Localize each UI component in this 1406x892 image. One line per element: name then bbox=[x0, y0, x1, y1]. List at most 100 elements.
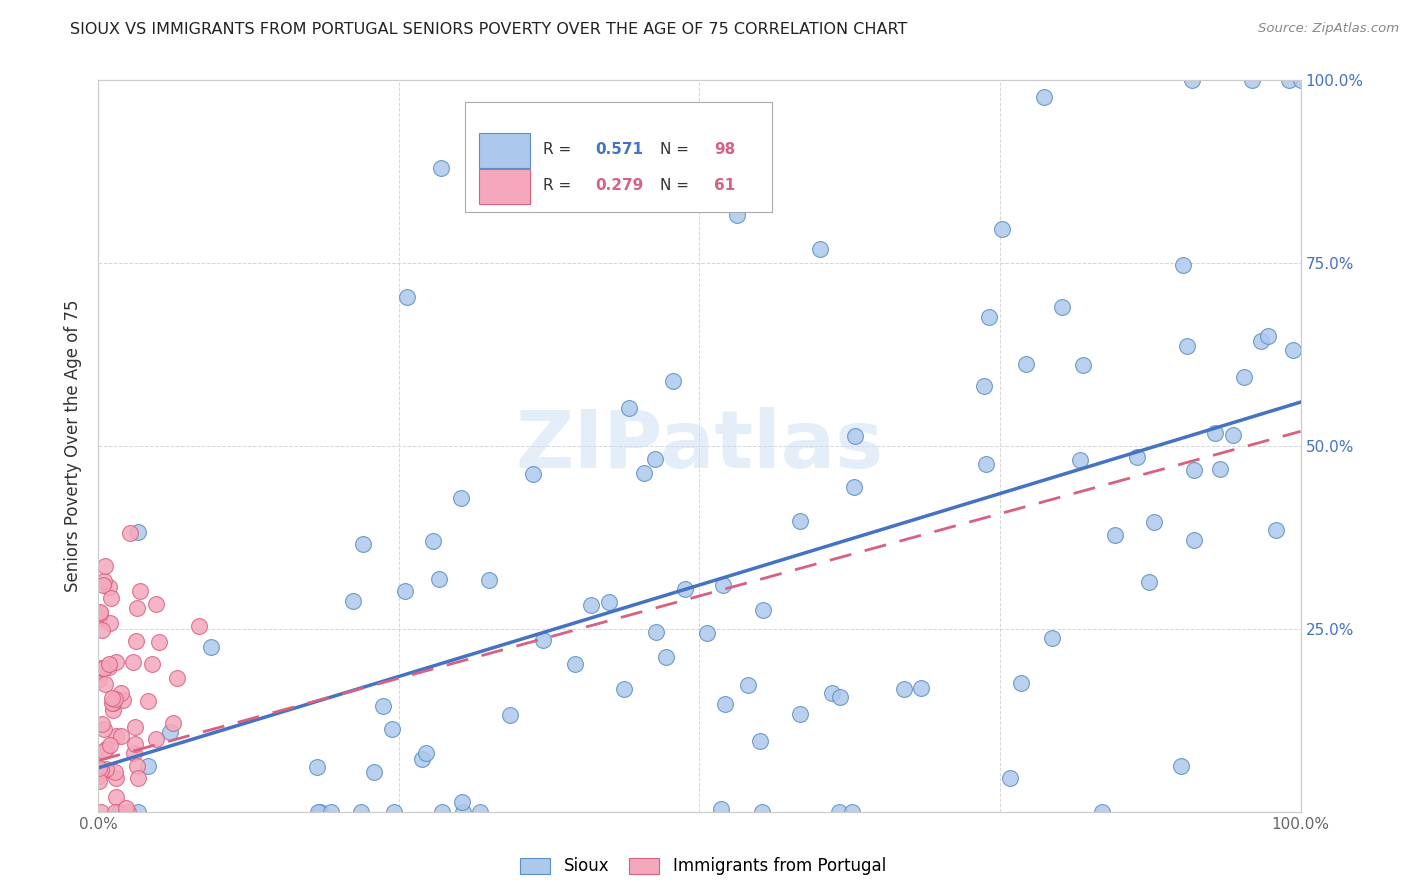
Point bbox=[1137, 574, 1160, 589]
Point bbox=[93, 677, 115, 691]
Point bbox=[977, 310, 1000, 324]
Text: SIOUX VS IMMIGRANTS FROM PORTUGAL SENIORS POVERTY OVER THE AGE OF 75 CORRELATION: SIOUX VS IMMIGRANTS FROM PORTUGAL SENIOR… bbox=[70, 22, 908, 37]
Point bbox=[1182, 533, 1205, 548]
Point bbox=[352, 537, 374, 551]
Point bbox=[98, 660, 121, 674]
Point bbox=[350, 805, 373, 819]
Point bbox=[644, 452, 666, 467]
Point bbox=[821, 686, 844, 700]
Point bbox=[307, 805, 329, 819]
Point bbox=[127, 600, 149, 615]
Point bbox=[1069, 453, 1091, 467]
Point bbox=[841, 805, 863, 819]
Point bbox=[991, 222, 1014, 236]
Point bbox=[531, 632, 554, 647]
Point bbox=[673, 582, 696, 597]
Point bbox=[1222, 428, 1244, 442]
Point bbox=[101, 696, 124, 710]
Point bbox=[104, 729, 127, 743]
Point bbox=[613, 681, 636, 696]
Text: ZIPatlas: ZIPatlas bbox=[516, 407, 883, 485]
Point bbox=[714, 697, 737, 711]
Point bbox=[478, 573, 501, 587]
Point bbox=[90, 763, 112, 777]
Point bbox=[125, 758, 148, 772]
Point bbox=[125, 634, 148, 648]
Point bbox=[342, 594, 364, 608]
Point bbox=[749, 733, 772, 747]
Point bbox=[363, 764, 385, 779]
Point bbox=[598, 595, 620, 609]
Point bbox=[522, 467, 544, 481]
Point bbox=[103, 765, 125, 780]
Point bbox=[89, 607, 111, 621]
Point bbox=[654, 649, 676, 664]
Point bbox=[725, 208, 748, 222]
Point bbox=[711, 578, 734, 592]
FancyBboxPatch shape bbox=[479, 169, 530, 204]
Point bbox=[1010, 676, 1032, 690]
Point bbox=[100, 591, 122, 605]
Legend: Sioux, Immigrants from Portugal: Sioux, Immigrants from Portugal bbox=[513, 851, 893, 882]
Point bbox=[1282, 343, 1305, 357]
Point bbox=[93, 578, 115, 592]
Point bbox=[120, 525, 142, 540]
Point bbox=[128, 584, 150, 599]
Point bbox=[89, 761, 111, 775]
Point bbox=[828, 805, 851, 819]
Point bbox=[422, 533, 444, 548]
Point bbox=[145, 731, 167, 746]
Text: R =: R = bbox=[543, 142, 576, 157]
Point bbox=[371, 699, 394, 714]
Point bbox=[1104, 528, 1126, 542]
Point bbox=[309, 805, 332, 819]
Point bbox=[1091, 805, 1114, 819]
Point bbox=[93, 574, 115, 588]
Point bbox=[1071, 358, 1094, 372]
Point bbox=[166, 671, 188, 685]
Point bbox=[395, 290, 418, 304]
Point bbox=[380, 722, 402, 736]
Point bbox=[93, 661, 115, 675]
Point bbox=[141, 657, 163, 672]
Point bbox=[117, 805, 139, 819]
Point bbox=[122, 746, 145, 760]
Point bbox=[998, 772, 1021, 786]
Point bbox=[384, 805, 406, 819]
Point bbox=[124, 719, 146, 733]
Point bbox=[305, 759, 328, 773]
Point bbox=[101, 703, 124, 717]
Point bbox=[1233, 369, 1256, 384]
Point bbox=[1143, 515, 1166, 529]
Point bbox=[737, 678, 759, 692]
Point bbox=[1126, 450, 1149, 464]
Point bbox=[430, 805, 453, 819]
Point bbox=[104, 655, 127, 669]
Point bbox=[103, 691, 125, 706]
Point bbox=[148, 634, 170, 648]
Point bbox=[90, 623, 112, 637]
Point bbox=[1015, 357, 1038, 371]
Point bbox=[94, 742, 117, 756]
Text: N =: N = bbox=[659, 142, 689, 157]
Point bbox=[94, 559, 117, 574]
Point bbox=[122, 655, 145, 669]
Point bbox=[136, 759, 159, 773]
Point bbox=[976, 457, 998, 471]
Point bbox=[127, 771, 149, 785]
Point bbox=[105, 771, 128, 785]
Point bbox=[145, 597, 167, 611]
Point bbox=[450, 491, 472, 506]
Point bbox=[844, 429, 866, 443]
Point bbox=[94, 762, 117, 776]
Point bbox=[415, 746, 437, 760]
Text: Source: ZipAtlas.com: Source: ZipAtlas.com bbox=[1258, 22, 1399, 36]
Point bbox=[101, 697, 124, 711]
Point bbox=[87, 672, 110, 686]
Point bbox=[973, 378, 995, 392]
Point bbox=[468, 805, 491, 819]
Point bbox=[789, 514, 811, 528]
Point bbox=[1241, 73, 1264, 87]
Point bbox=[1250, 334, 1272, 348]
Point bbox=[97, 657, 120, 672]
